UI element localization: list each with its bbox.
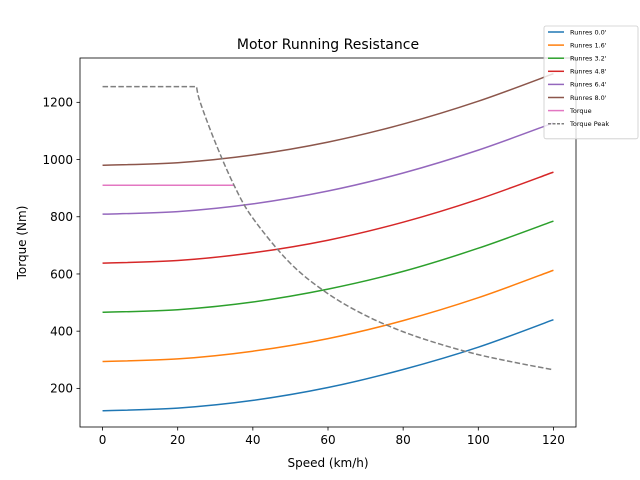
y-axis-label: Torque (Nm)	[15, 206, 29, 281]
x-axis: 0 20 40 60 80 100 120	[99, 427, 565, 447]
x-tick-label-4: 80	[396, 433, 411, 447]
legend-label-1: Runres 1.6'	[570, 41, 607, 49]
legend-label-4: Runres 6.4'	[570, 81, 607, 89]
x-tick-label-5: 100	[467, 433, 490, 447]
series-line-0	[102, 319, 554, 412]
legend-box	[543, 25, 639, 140]
x-tick-label-0: 0	[99, 433, 107, 447]
legend: Runres 0.0' Runres 1.6' Runres 3.2' Runres …	[543, 25, 639, 140]
legend-label-6: Torque	[569, 107, 592, 115]
plot-background	[80, 58, 576, 427]
x-tick-label-2: 40	[245, 433, 260, 447]
chart-title: Motor Running Resistance	[237, 37, 419, 53]
y-tick-label-2: 600	[50, 267, 73, 281]
legend-label-2: Runres 3.2'	[570, 55, 607, 63]
y-tick-label-0: 200	[50, 382, 73, 396]
y-axis: 200 400 600 800 1000 1200	[42, 96, 80, 396]
series-line-7	[102, 85, 554, 371]
y-tick-label-3: 800	[50, 210, 73, 224]
x-tick-label-1: 20	[170, 433, 185, 447]
legend-label-0: Runres 0.0'	[570, 28, 607, 36]
series-line-2	[102, 220, 554, 314]
y-tick-label-4: 1000	[42, 153, 73, 167]
series-line-1	[102, 269, 554, 363]
y-tick-label-1: 400	[50, 324, 73, 338]
series-line-5	[102, 73, 554, 167]
x-tick-label-6: 120	[542, 433, 565, 447]
legend-label-5: Runres 8.0'	[570, 94, 607, 102]
legend-label-3: Runres 4.8'	[570, 68, 607, 76]
x-tick-label-3: 60	[320, 433, 335, 447]
x-axis-label: Speed (km/h)	[287, 456, 368, 470]
plot-area	[80, 58, 576, 427]
series-line-3	[102, 171, 554, 264]
series-layer	[102, 73, 554, 412]
series-line-4	[102, 122, 554, 215]
legend-label-7: Torque Peak	[569, 120, 609, 128]
y-tick-label-5: 1200	[42, 96, 73, 110]
